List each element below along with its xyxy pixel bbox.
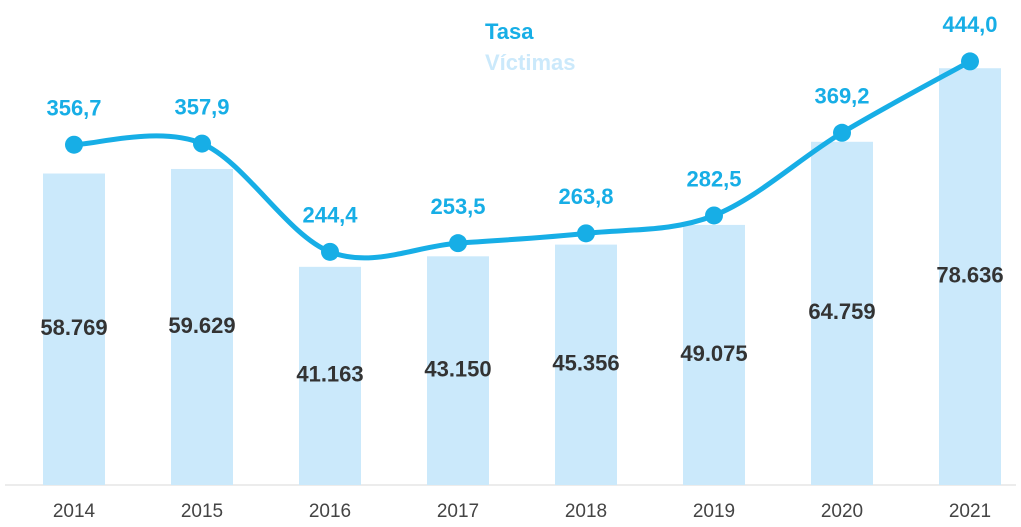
x-tick-label: 2017	[437, 501, 479, 522]
bar	[811, 141, 873, 486]
line-point	[449, 234, 467, 253]
line-point	[833, 123, 851, 142]
x-tick-label: 2019	[693, 501, 735, 522]
x-tick-label: 2015	[181, 501, 223, 522]
x-tick-label: 2014	[53, 501, 96, 522]
bar	[555, 244, 617, 485]
line-value-label: 253,5	[430, 194, 485, 219]
bar	[43, 173, 105, 486]
line-value-label: 356,7	[46, 96, 101, 121]
x-tick-label: 2016	[309, 501, 351, 522]
bar-value-label: 41.163	[296, 362, 363, 387]
x-tick-label: 2021	[949, 501, 991, 522]
line-value-label: 369,2	[814, 84, 869, 109]
x-tick-label: 2020	[821, 501, 863, 522]
line-point	[705, 206, 723, 225]
bar-value-label: 78.636	[936, 262, 1003, 287]
bar	[427, 256, 489, 485]
bar	[683, 224, 745, 485]
bar	[299, 266, 361, 485]
bar-value-label: 64.759	[808, 299, 875, 324]
bar	[171, 168, 233, 485]
line-point	[65, 135, 83, 154]
line-value-label: 244,4	[302, 203, 358, 228]
line-value-label: 357,9	[174, 94, 229, 119]
line-point	[193, 134, 211, 153]
line-value-label: 263,8	[558, 184, 613, 209]
legend-label: Tasa	[485, 19, 534, 44]
legend-label: Víctimas	[485, 50, 576, 75]
line	[73, 59, 972, 261]
bar-value-label: 43.150	[424, 356, 491, 381]
bar	[939, 68, 1001, 486]
line-point	[321, 242, 339, 261]
bar-value-label: 45.356	[552, 351, 619, 376]
bar-value-label: 58.769	[40, 315, 107, 340]
line-point	[577, 224, 595, 243]
line-point	[961, 52, 979, 71]
bar-value-label: 59.629	[168, 313, 235, 338]
line-value-label: 444,0	[942, 12, 997, 37]
bar-value-label: 49.075	[680, 341, 747, 366]
line-value-label: 282,5	[686, 166, 741, 191]
x-tick-label: 2018	[565, 501, 607, 522]
